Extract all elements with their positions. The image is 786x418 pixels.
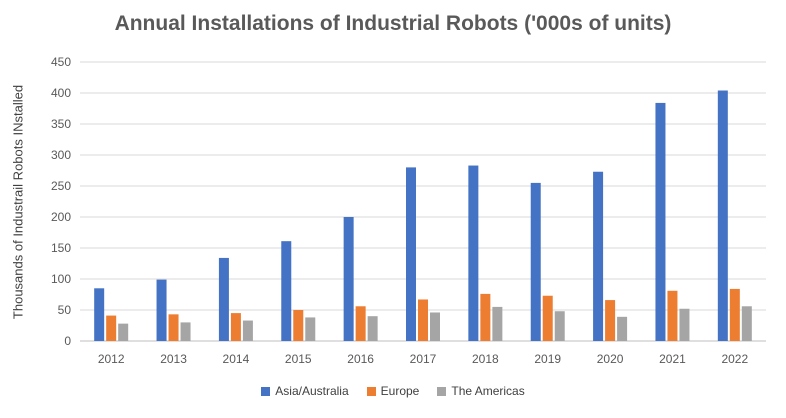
legend-swatch <box>366 386 376 396</box>
y-tick-label: 450 <box>51 55 71 69</box>
bar <box>492 306 503 341</box>
y-tick-label: 150 <box>51 241 71 255</box>
bar <box>554 311 565 341</box>
x-tick-label: 2012 <box>98 352 125 366</box>
bar <box>605 300 616 341</box>
bar <box>180 322 191 341</box>
bar <box>418 299 428 341</box>
bar <box>406 167 416 341</box>
bar <box>617 316 628 341</box>
y-tick-label: 100 <box>51 272 71 286</box>
y-tick-label: 0 <box>64 334 71 348</box>
bar <box>355 306 366 341</box>
bar <box>118 323 129 341</box>
bar <box>305 317 316 341</box>
legend-item: Asia/Australia <box>261 384 349 398</box>
bar <box>343 217 354 341</box>
x-tick-label: 2020 <box>597 352 624 366</box>
bar <box>530 182 541 341</box>
bar <box>242 320 253 341</box>
y-tick-label: 200 <box>51 210 71 224</box>
legend-label: The Americas <box>451 384 525 398</box>
y-tick-label: 350 <box>51 117 71 131</box>
bar <box>480 293 491 341</box>
y-tick-label: 400 <box>51 86 71 100</box>
bar <box>741 306 752 341</box>
bar <box>593 171 604 341</box>
bar <box>679 308 690 341</box>
x-tick-label: 2018 <box>472 352 499 366</box>
legend-label: Asia/Australia <box>275 384 349 398</box>
bar <box>717 90 728 342</box>
x-tick-label: 2015 <box>285 352 312 366</box>
legend-swatch <box>437 386 447 396</box>
bar <box>218 257 229 341</box>
bar <box>468 165 479 341</box>
legend-item: Europe <box>366 384 420 398</box>
bar <box>230 313 241 341</box>
bar <box>367 316 378 341</box>
bar <box>293 310 304 341</box>
bar <box>156 279 167 341</box>
bar <box>655 102 666 341</box>
legend: Asia/Australia Europe The Americas <box>0 384 786 398</box>
y-tick-label: 250 <box>51 179 71 193</box>
bar <box>667 290 678 341</box>
bar <box>729 288 740 341</box>
x-tick-label: 2017 <box>410 352 437 366</box>
x-tick-label: 2014 <box>223 352 250 366</box>
bar <box>430 312 440 341</box>
bar <box>168 314 179 341</box>
bar <box>106 315 117 341</box>
legend-item: The Americas <box>437 384 525 398</box>
x-tick-label: 2021 <box>659 352 686 366</box>
x-tick-label: 2019 <box>534 352 561 366</box>
chart-title: Annual Installations of Industrial Robot… <box>114 12 672 35</box>
x-tick-label: 2022 <box>721 352 748 366</box>
legend-swatch <box>261 386 271 396</box>
x-tick-label: 2016 <box>347 352 374 366</box>
bar <box>542 295 553 341</box>
bar <box>94 288 105 341</box>
bar <box>281 241 292 341</box>
y-tick-label: 50 <box>58 303 72 317</box>
y-tick-label: 300 <box>51 148 71 162</box>
x-tick-label: 2013 <box>160 352 187 366</box>
legend-label: Europe <box>380 384 420 398</box>
